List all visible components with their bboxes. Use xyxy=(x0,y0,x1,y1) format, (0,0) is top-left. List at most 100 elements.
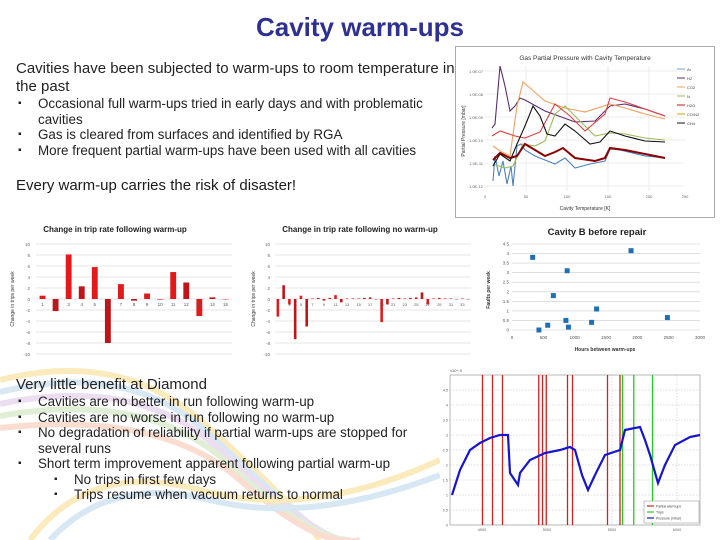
x-tick: 3 xyxy=(288,302,291,307)
chart-xlabel: Hours between warm-ups xyxy=(575,347,636,353)
y-tick: 10 xyxy=(25,242,31,247)
legend-item: CH4 xyxy=(687,121,696,126)
scatter-point xyxy=(628,248,634,254)
y-tick-labels: 0 0.5 1 1.5 2 2.5 3 3.5 4 4.5 xyxy=(443,388,448,527)
bar xyxy=(322,299,326,301)
x-tick: 12 xyxy=(184,302,190,307)
bar xyxy=(437,297,441,299)
legend-item: N xyxy=(687,94,690,99)
y-tick: 1.0E-09 xyxy=(469,115,484,120)
bar xyxy=(157,299,164,300)
y-tick: 1.0E-12 xyxy=(469,184,484,189)
y-tick: 2.5 xyxy=(443,448,448,452)
x-tick: 1500 xyxy=(601,335,612,340)
x-tick: 1 xyxy=(41,302,44,307)
bar xyxy=(52,299,59,312)
x-tick: 5000 xyxy=(543,528,551,532)
slide-title: Cavity warm-ups xyxy=(255,12,465,42)
x-tick: 29 xyxy=(437,302,442,307)
x-tick-labels: 1 2 3 4 5 6 7 8 9 10 11 12 13 14 15 xyxy=(41,302,228,307)
scatter-point xyxy=(545,322,551,328)
risk-warning: Every warm-up carries the risk of disast… xyxy=(16,177,297,194)
legend-item: Partial warmups xyxy=(656,505,681,509)
x-tick: 8 xyxy=(133,302,136,307)
bar xyxy=(363,297,366,299)
x-tick: 10 xyxy=(158,302,164,307)
y-tick: 0 xyxy=(506,328,509,333)
bar xyxy=(144,293,151,299)
sub-bullet-item: Trips resume when vacuum returns to norm… xyxy=(16,487,436,503)
y-tick: 3 xyxy=(506,270,509,275)
x-tick: 3 xyxy=(67,302,70,307)
scatter-point xyxy=(550,293,556,299)
trip-no-warmup-chart: Change in trip rate following no warm-up… xyxy=(245,218,473,358)
y-tick: -10 xyxy=(263,352,270,357)
diamond-lead: Very little benefit at Diamond xyxy=(16,376,207,393)
scatter-point xyxy=(530,254,536,260)
y-tick: 4 xyxy=(446,403,448,407)
bar xyxy=(65,254,72,299)
bar xyxy=(282,285,285,299)
intro-bullets: Occasional full warm-ups tried in early … xyxy=(16,96,456,158)
y-tick: 1.0E-11 xyxy=(469,161,483,166)
x-tick: 4500 xyxy=(478,528,486,532)
bullet-item: Cavities are no better in run following … xyxy=(16,394,436,410)
x-tick: 6000 xyxy=(673,528,681,532)
bar xyxy=(91,267,98,299)
legend-item: CO/N2 xyxy=(687,112,700,117)
y-tick: -4 xyxy=(266,319,270,324)
bar xyxy=(334,295,337,299)
y-tick: -2 xyxy=(26,308,30,313)
bar xyxy=(386,299,389,305)
vacuum-legend: Partial warmups Trips Pressure (mbar) xyxy=(643,500,700,524)
bar xyxy=(183,282,190,299)
sub-bullet-item: No trips in first few days xyxy=(16,472,436,488)
x-tick: 1 xyxy=(277,302,280,307)
y-tick: 0 xyxy=(446,523,448,527)
x-tick: 500 xyxy=(540,335,548,340)
y-tick: 6 xyxy=(267,264,270,269)
x-tick-labels: 4500 5000 5500 6000 xyxy=(478,528,681,532)
scatter-point xyxy=(565,324,571,330)
y-tick: -6 xyxy=(266,330,270,335)
bar xyxy=(131,299,137,301)
scatter-point xyxy=(594,306,600,312)
x-tick: 9 xyxy=(323,302,326,307)
y-tick: -2 xyxy=(266,308,270,313)
chart-title: Cavity B before repair xyxy=(548,227,647,238)
bar xyxy=(276,299,280,317)
intro-section: Cavities have been subjected to warm-ups… xyxy=(16,60,456,158)
bar xyxy=(443,298,447,299)
bar xyxy=(380,299,383,323)
bar-series xyxy=(276,285,470,340)
y-tick: 6 xyxy=(27,264,30,269)
bar xyxy=(403,298,407,299)
bullet-item: More frequent partial warm-ups have been… xyxy=(16,143,456,159)
y-multiplier: x10^-9 xyxy=(450,368,463,373)
bullet-item: Occasional full warm-ups tried in early … xyxy=(16,96,456,127)
x-tick: 9 xyxy=(146,302,149,307)
x-tick: 2000 xyxy=(632,335,643,340)
y-tick: 2 xyxy=(27,286,30,291)
x-tick: 2 xyxy=(54,302,57,307)
x-tick: 3000 xyxy=(695,335,706,340)
x-tick: 13 xyxy=(345,302,350,307)
rga-ylabel: Partial Pressure [mbar] xyxy=(461,105,467,157)
y-tick: -6 xyxy=(26,330,30,335)
y-tick: 2 xyxy=(506,289,509,294)
x-tick-labels: 1 3 5 7 9 11 13 15 17 19 21 23 25 27 29 31 33 xyxy=(277,302,466,307)
y-tick: 1.0E-07 xyxy=(469,69,484,74)
legend-item: Pressure (mbar) xyxy=(656,517,681,521)
bullet-item: Gas is cleared from surfaces and identif… xyxy=(16,127,456,143)
bar xyxy=(420,292,424,299)
x-tick: 250 xyxy=(682,194,689,199)
pressure-trace xyxy=(450,425,701,496)
y-tick: 4 xyxy=(27,275,30,280)
y-tick: 1 xyxy=(506,308,509,313)
x-tick: 21 xyxy=(391,302,396,307)
y-tick: 2 xyxy=(267,286,270,291)
y-tick: 1.0E-08 xyxy=(469,92,484,97)
bar xyxy=(449,298,453,299)
y-tick: 4.5 xyxy=(443,388,448,392)
rga-chart: Gas Partial Pressure with Cavity Tempera… xyxy=(455,46,715,218)
